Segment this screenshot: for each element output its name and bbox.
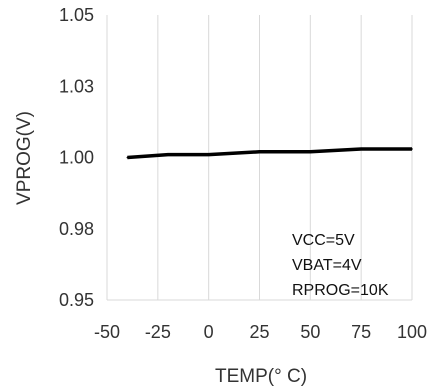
data-point [126,156,129,159]
data-point [167,153,169,156]
data-point [411,148,413,150]
x-tick-label: 25 [249,322,269,342]
data-point [360,148,362,150]
y-tick-label: 0.98 [59,219,94,239]
plot-area-frame [106,15,412,301]
annotation-line: RPROG=10K [292,282,389,299]
annotation-line: VBAT=4V [292,257,362,274]
y-axis-label: VPROG(V) [14,111,35,205]
x-tick-label: 50 [300,322,320,342]
y-axis-tick-labels: 1.05 1.03 1.00 0.98 0.95 [59,5,94,310]
y-tick-label: 1.03 [59,76,94,96]
x-tick-label: 0 [204,322,214,342]
data-point [309,151,312,153]
grid-lines [106,15,413,300]
data-point [207,153,210,156]
y-tick-label: 0.95 [59,290,94,310]
y-tick-label: 1.05 [59,5,94,25]
x-axis-tick-labels: -50 -25 0 25 50 75 100 [94,322,427,342]
annotation-line: VCC=5V [292,232,355,249]
x-tick-label: 75 [351,322,371,342]
series-layer [126,147,413,160]
annotation-box: VCC=5V VBAT=4V RPROG=10K [292,232,389,299]
x-tick-label: 100 [397,322,427,342]
data-point [258,151,261,153]
series-line [127,147,412,160]
x-tick-label: -50 [94,322,120,342]
x-axis-label: TEMP(° C) [215,366,307,387]
x-tick-label: -25 [145,322,171,342]
y-tick-label: 1.00 [59,148,94,168]
